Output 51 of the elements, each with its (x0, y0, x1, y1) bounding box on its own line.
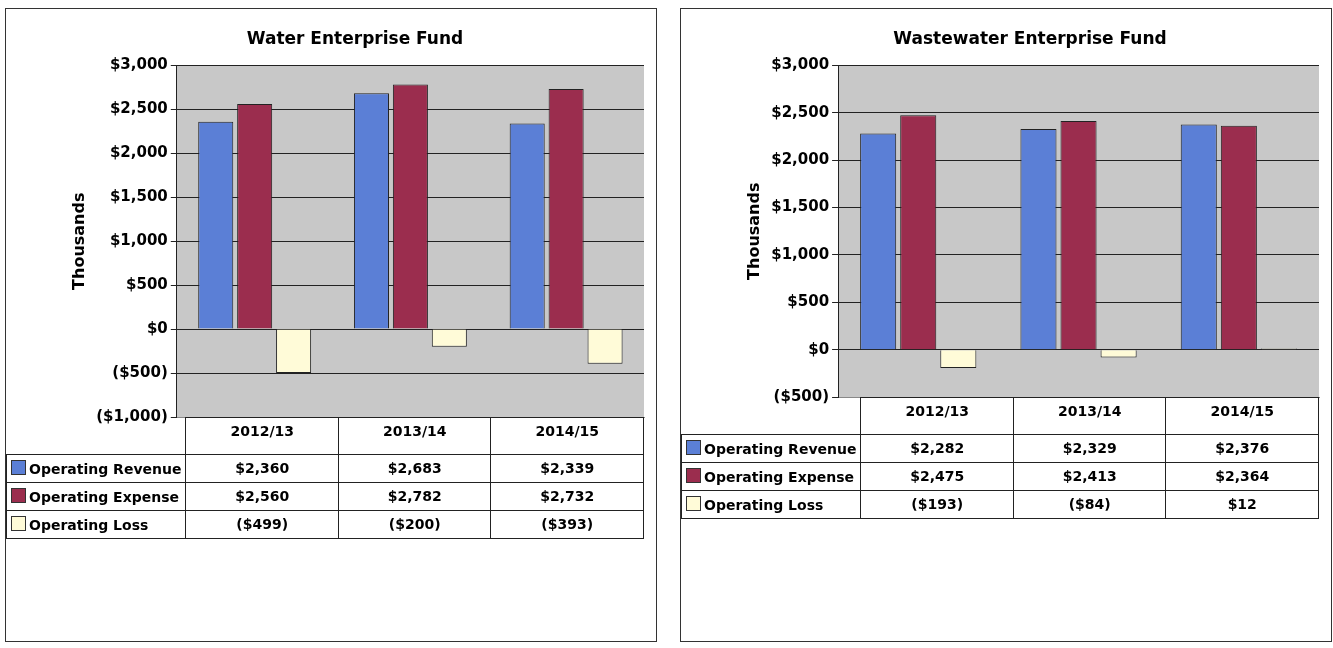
y-tick-label: $0 (808, 339, 830, 358)
y-tick-label: $1,500 (771, 197, 830, 216)
data-label: $2,683 (338, 454, 491, 483)
y-axis-title: Thousands (68, 192, 88, 290)
chart-title: Water Enterprise Fund (246, 27, 464, 48)
x-tick-label: 2012/13 (860, 397, 1014, 435)
y-tick-label: $1,500 (109, 187, 168, 206)
data-label: $12 (1165, 490, 1319, 519)
data-label: ($200) (338, 510, 491, 539)
y-tick-label: $500 (126, 275, 168, 294)
data-label: $2,364 (1165, 462, 1319, 491)
y-tick-label: $500 (787, 292, 830, 311)
chart-title: Wastewater Enterprise Fund (893, 27, 1167, 48)
legend-label: Operating Expense (6, 482, 186, 511)
y-tick-label: ($500) (112, 362, 168, 381)
data-label: $2,360 (185, 454, 339, 483)
data-label: $2,475 (860, 462, 1014, 491)
data-label: $2,339 (490, 454, 644, 483)
data-label: $2,329 (1013, 434, 1166, 463)
data-label: ($84) (1013, 490, 1166, 519)
legend-label: Operating Revenue (681, 434, 861, 463)
y-tick-label: ($1,000) (96, 406, 168, 425)
data-label: ($499) (185, 510, 339, 539)
y-tick-label: $2,000 (771, 150, 830, 169)
y-tick-label: $3,000 (109, 55, 168, 74)
y-tick-label: $2,500 (109, 99, 168, 118)
legend-label: Operating Revenue (6, 454, 186, 483)
x-tick-label: 2014/15 (1165, 397, 1319, 435)
legend-label: Operating Expense (681, 462, 861, 491)
x-tick-label: 2014/15 (490, 417, 644, 455)
y-tick-label: $2,500 (771, 102, 830, 121)
data-label: $2,732 (490, 482, 644, 511)
data-label: ($193) (860, 490, 1014, 519)
data-label: $2,782 (338, 482, 491, 511)
y-tick-label: $1,000 (109, 231, 168, 250)
data-label: $2,560 (185, 482, 339, 511)
legend-label: Operating Loss (681, 490, 861, 519)
x-tick-label: 2013/14 (1013, 397, 1166, 435)
y-tick-label: $1,000 (771, 244, 830, 263)
y-tick-label: $0 (146, 318, 168, 337)
data-label: $2,376 (1165, 434, 1319, 463)
x-tick-label: 2012/13 (185, 417, 339, 455)
x-tick-label: 2013/14 (338, 417, 491, 455)
y-tick-label: $3,000 (771, 55, 830, 74)
y-axis-title: Thousands (743, 182, 763, 280)
legend-label: Operating Loss (6, 510, 186, 539)
data-label: $2,413 (1013, 462, 1166, 491)
data-label: ($393) (490, 510, 644, 539)
y-tick-label: ($500) (773, 386, 830, 405)
data-label: $2,282 (860, 434, 1014, 463)
y-tick-label: $2,000 (109, 143, 168, 162)
